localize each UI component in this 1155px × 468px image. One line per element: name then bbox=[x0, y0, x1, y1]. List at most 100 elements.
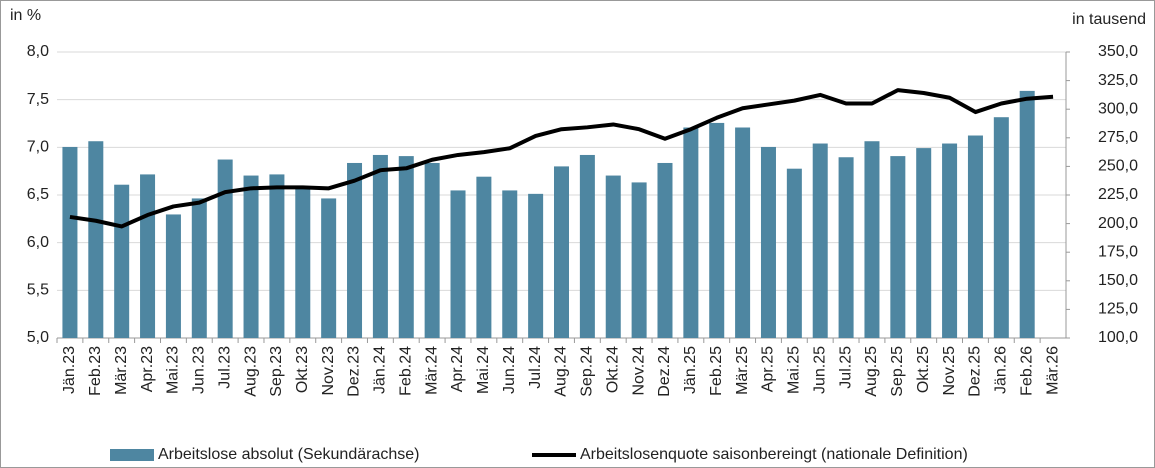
bar bbox=[864, 141, 880, 338]
bar bbox=[890, 156, 906, 338]
bar bbox=[812, 143, 828, 338]
x-tick-label: Jän.25 bbox=[682, 346, 699, 394]
x-tick-label: Jun.25 bbox=[811, 346, 828, 394]
legend-swatch bbox=[110, 449, 154, 461]
bar bbox=[450, 190, 466, 338]
y2-tick-label: 350,0 bbox=[1098, 43, 1138, 60]
x-tick-label: Mär.24 bbox=[423, 346, 440, 395]
x-tick-label: Jun.23 bbox=[191, 346, 208, 394]
y-tick-label: 5,5 bbox=[27, 282, 49, 299]
y2-tick-label: 275,0 bbox=[1098, 129, 1138, 146]
bar bbox=[269, 174, 285, 338]
x-tick-label: Jun.24 bbox=[501, 346, 518, 394]
y2-axis-title: in tausend bbox=[1072, 11, 1146, 28]
x-tick-label: Feb.24 bbox=[397, 346, 414, 396]
bar bbox=[398, 156, 414, 338]
x-tick-label: Aug.25 bbox=[863, 346, 880, 397]
y2-tick-label: 125,0 bbox=[1098, 301, 1138, 318]
x-tick-label: Apr.25 bbox=[760, 346, 777, 392]
bar bbox=[528, 193, 544, 338]
x-tick-label: Aug.23 bbox=[242, 346, 259, 397]
x-tick-label: Jul.24 bbox=[527, 346, 544, 389]
bar bbox=[605, 175, 621, 338]
bar bbox=[88, 141, 104, 338]
x-tick-label: Apr.23 bbox=[139, 346, 156, 392]
y-tick-label: 7,0 bbox=[27, 139, 49, 156]
legend-label: Arbeitslose absolut (Sekundärachse) bbox=[158, 446, 419, 463]
line bbox=[69, 88, 1054, 229]
bar bbox=[295, 188, 311, 338]
bar bbox=[657, 162, 673, 338]
bar bbox=[217, 159, 233, 338]
x-tick-label: Feb.25 bbox=[708, 346, 725, 396]
y2-tick-label: 325,0 bbox=[1098, 72, 1138, 89]
x-tick-label: Jän.26 bbox=[993, 346, 1010, 394]
bar bbox=[191, 198, 207, 338]
y-tick-label: 6,0 bbox=[27, 234, 49, 251]
bar bbox=[476, 176, 492, 338]
x-tick-label: Mai.24 bbox=[475, 346, 492, 394]
bar bbox=[243, 175, 259, 338]
x-tick-label: Nov.24 bbox=[630, 346, 647, 396]
bar bbox=[942, 143, 958, 338]
x-tick-label: Sep.25 bbox=[889, 346, 906, 397]
y2-tick-label: 300,0 bbox=[1098, 100, 1138, 117]
bar bbox=[709, 122, 725, 338]
x-tick-label: Mär.26 bbox=[1044, 346, 1061, 395]
x-tick-label: Okt.23 bbox=[294, 346, 311, 393]
x-tick-label: Mär.25 bbox=[734, 346, 751, 395]
bar bbox=[993, 117, 1009, 338]
bar bbox=[62, 146, 78, 338]
bar bbox=[347, 162, 363, 338]
bar bbox=[424, 162, 440, 338]
y-tick-label: 8,0 bbox=[27, 43, 49, 60]
bar bbox=[140, 174, 156, 338]
bar bbox=[579, 154, 595, 338]
x-tick-label: Dez.24 bbox=[656, 346, 673, 397]
x-tick-label: Aug.24 bbox=[553, 346, 570, 397]
bar bbox=[1019, 90, 1035, 339]
bar bbox=[321, 198, 337, 338]
y2-tick-label: 100,0 bbox=[1098, 329, 1138, 346]
y2-tick-label: 175,0 bbox=[1098, 243, 1138, 260]
y2-tick-label: 200,0 bbox=[1098, 215, 1138, 232]
y2-tick-label: 250,0 bbox=[1098, 158, 1138, 175]
bar bbox=[683, 127, 699, 338]
bar bbox=[967, 135, 983, 338]
bar bbox=[786, 168, 802, 338]
y-tick-label: 6,5 bbox=[27, 186, 49, 203]
x-tick-label: Jul.25 bbox=[837, 346, 854, 389]
x-tick-label: Jän.23 bbox=[61, 346, 78, 394]
bar bbox=[114, 184, 130, 338]
x-tick-label: Mai.23 bbox=[165, 346, 182, 394]
y2-tick-label: 150,0 bbox=[1098, 272, 1138, 289]
bar bbox=[760, 146, 776, 338]
x-tick-label: Apr.24 bbox=[449, 346, 466, 392]
x-tick-label: Sep.23 bbox=[268, 346, 285, 397]
x-tick-label: Sep.24 bbox=[579, 346, 596, 397]
bar bbox=[502, 190, 518, 338]
x-tick-label: Dez.25 bbox=[967, 346, 984, 397]
x-tick-label: Jän.24 bbox=[372, 346, 389, 394]
x-tick-label: Mär.23 bbox=[113, 346, 130, 395]
y-axis-title: in % bbox=[10, 7, 41, 24]
x-tick-label: Nov.23 bbox=[320, 346, 337, 396]
legend-label: Arbeitslosenquote saisonbereingt (nation… bbox=[580, 446, 968, 463]
bar bbox=[735, 127, 751, 338]
x-tick-label: Feb.26 bbox=[1018, 346, 1035, 396]
x-tick-label: Nov.25 bbox=[941, 346, 958, 396]
y-tick-label: 7,5 bbox=[27, 91, 49, 108]
x-tick-label: Okt.24 bbox=[604, 346, 621, 393]
x-tick-label: Dez.23 bbox=[346, 346, 363, 397]
x-tick-label: Feb.23 bbox=[87, 346, 104, 396]
bar bbox=[553, 166, 570, 338]
x-tick-label: Jul.23 bbox=[216, 346, 233, 389]
y-tick-label: 5,0 bbox=[27, 329, 49, 346]
bar bbox=[631, 182, 647, 338]
y2-tick-label: 225,0 bbox=[1098, 186, 1138, 203]
bar bbox=[165, 214, 181, 338]
bar bbox=[838, 157, 854, 338]
bar bbox=[372, 154, 388, 338]
x-tick-label: Okt.25 bbox=[915, 346, 932, 393]
